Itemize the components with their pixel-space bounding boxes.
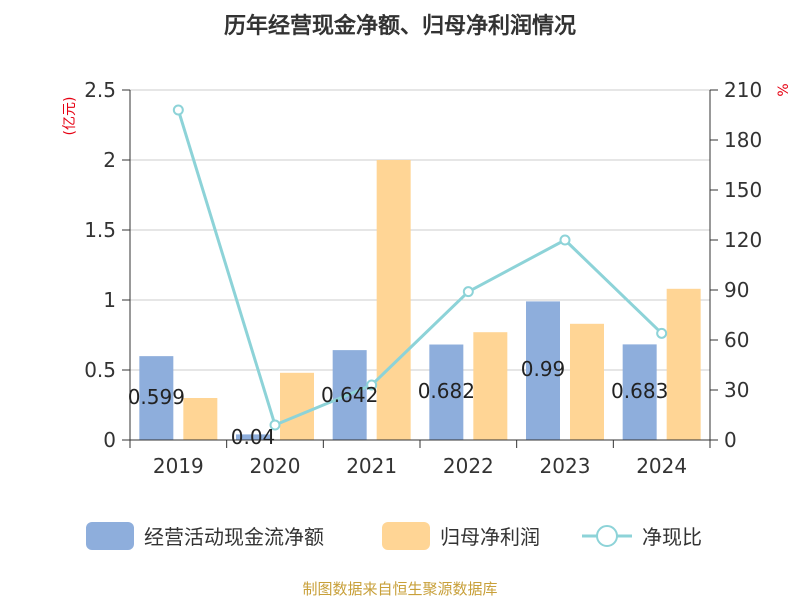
x-tick-label: 2020 (250, 454, 301, 478)
legend-label-ratio: 净现比 (642, 525, 702, 549)
right-tick-label: 150 (724, 178, 762, 202)
ratio-point (269, 419, 281, 431)
right-tick-label: 120 (724, 228, 762, 252)
cashflow-bar (526, 301, 560, 440)
x-tick-label: 2019 (153, 454, 204, 478)
net-profit-bar (183, 398, 218, 440)
cashflow-bar (429, 344, 464, 440)
legend-label-net-profit: 归母净利润 (440, 525, 540, 549)
x-tick-label: 2024 (636, 454, 687, 478)
right-tick-label: 90 (724, 278, 749, 302)
ratio-point (559, 234, 571, 246)
bars-group (139, 160, 701, 440)
ratio-line (176, 109, 663, 428)
left-tick-label: 2.5 (84, 78, 116, 102)
left-tick-label: 1 (103, 288, 116, 312)
ratio-line-group (172, 104, 668, 431)
left-tick-label: 2 (103, 148, 116, 172)
cashflow-bar (139, 356, 174, 440)
ratio-point (172, 104, 184, 116)
cashflow-data-label: 0.682 (418, 379, 475, 403)
left-tick-label: 0 (103, 428, 116, 452)
ratio-point (656, 327, 668, 339)
right-axis-unit: % (776, 83, 792, 96)
net-profit-bar (473, 332, 508, 440)
net-profit-bar (280, 372, 314, 440)
cashflow-bar (236, 434, 270, 440)
net-profit-bar (570, 323, 604, 440)
ratio-point (462, 286, 474, 298)
left-tick-label: 1.5 (84, 218, 116, 242)
net-profit-bar (376, 160, 411, 440)
source-note: 制图数据来自恒生聚源数据库 (302, 580, 497, 598)
cashflow-data-label: 0.599 (128, 385, 185, 409)
cashflow-data-label: 0.683 (611, 379, 668, 403)
net-profit-bar (666, 288, 701, 440)
left-tick-label: 0.5 (84, 358, 116, 382)
cashflow-data-label: 0.04 (231, 425, 276, 449)
left-axis-unit: (亿元) (62, 97, 78, 136)
chart-title: 历年经营现金净额、归母净利润情况 (224, 13, 576, 39)
axes-group: 0 0.5 1 1.5 2 2.5 0 30 60 90 120 150 180 210 2019 2020 2… (84, 78, 762, 478)
x-tick-label: 2023 (540, 454, 591, 478)
cashflow-data-label: 0.99 (521, 357, 566, 381)
x-tick-label: 2021 (346, 454, 397, 478)
right-tick-label: 210 (724, 78, 762, 102)
cashflow-bar (622, 344, 657, 440)
legend[interactable]: 经营活动现金流净额 归母净利润 净现比 (86, 522, 702, 550)
right-tick-label: 30 (724, 378, 749, 402)
right-tick-label: 60 (724, 328, 749, 352)
legend-label-cashflow: 经营活动现金流净额 (144, 525, 324, 549)
ratio-point (366, 379, 378, 391)
legend-swatch-ratio-marker (596, 525, 618, 547)
right-tick-label: 180 (724, 128, 762, 152)
legend-swatch-cashflow (86, 522, 134, 550)
right-tick-label: 0 (724, 428, 737, 452)
data-labels-group: 0.599 0.04 0.642 0.682 0.99 0.683 (128, 357, 669, 449)
grid-lines (130, 89, 710, 371)
cashflow-data-label: 0.642 (321, 383, 378, 407)
legend-swatch-net-profit (382, 522, 430, 550)
x-tick-label: 2022 (443, 454, 494, 478)
